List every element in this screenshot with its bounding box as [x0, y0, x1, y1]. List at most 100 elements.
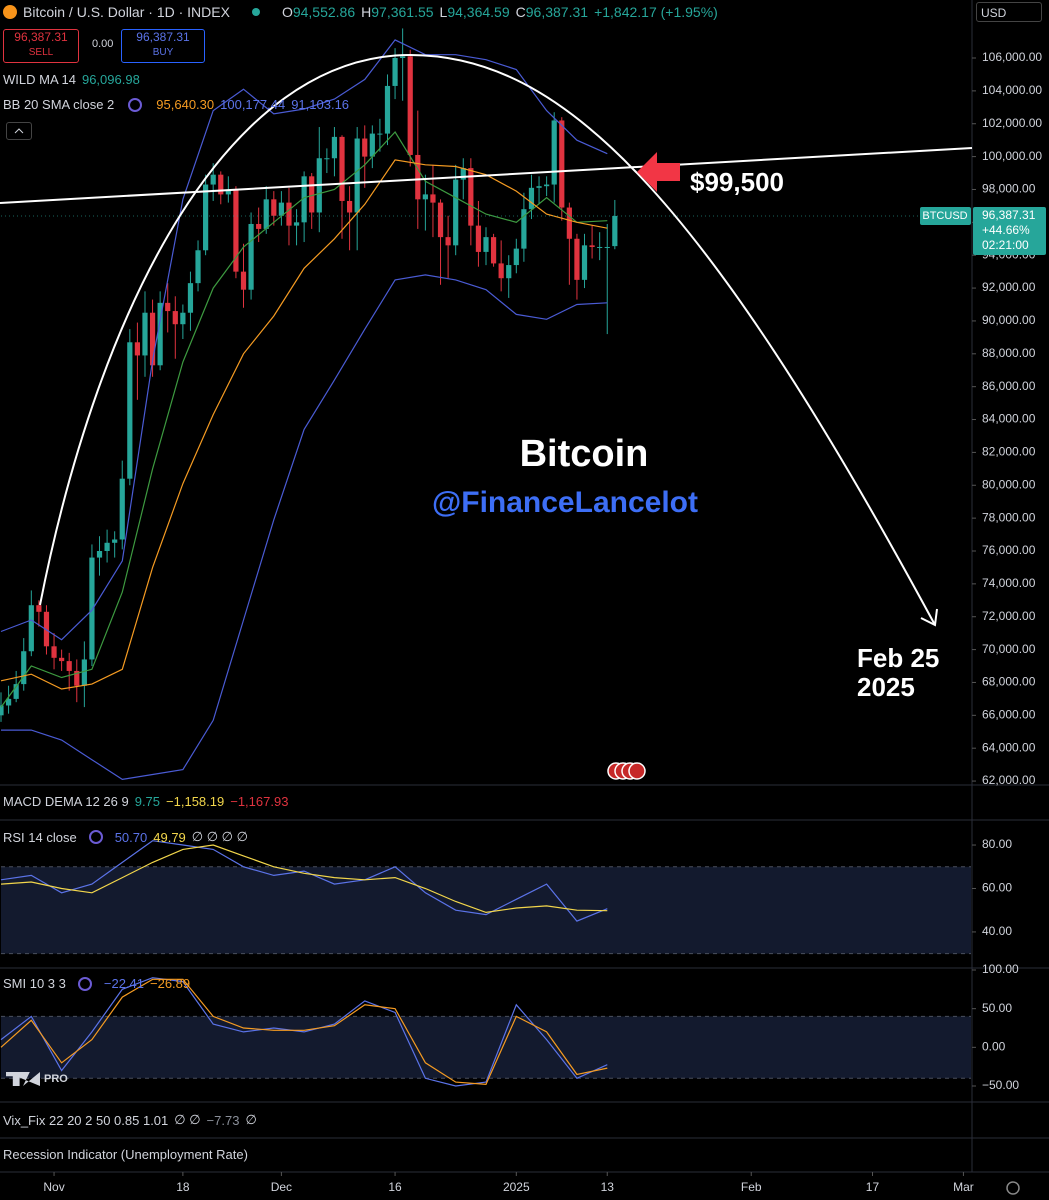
- ohlc-key: L: [439, 4, 448, 20]
- legend-value: −26.89: [150, 976, 191, 991]
- legend-name[interactable]: Vix_Fix 22 20 2 50 0.85 1.01: [3, 1112, 169, 1128]
- candle-body: [233, 189, 239, 272]
- candle-body: [490, 237, 497, 264]
- status-dot: [251, 8, 260, 16]
- x-tick-label: Mar: [953, 1180, 974, 1194]
- overlay-line: [0, 131, 608, 708]
- candle-body: [574, 238, 580, 280]
- candle-body: [354, 138, 360, 213]
- candle-body: [506, 265, 512, 279]
- candle-body: [142, 312, 148, 356]
- candle-body: [263, 199, 269, 229]
- candle-body: [21, 651, 27, 685]
- ohlc-value: 96,387.31: [525, 4, 589, 20]
- trend-line: [0, 147, 973, 204]
- candle-body: [468, 168, 474, 226]
- legend-name[interactable]: RSI 14 close: [3, 829, 77, 845]
- candle-body: [172, 311, 178, 325]
- caret-icon: [14, 128, 24, 134]
- indicator-line: [0, 978, 608, 1086]
- projection-arc: [39, 53, 936, 626]
- sell-price: 96,387.31: [14, 30, 68, 44]
- candle-body: [612, 215, 618, 247]
- candle-body: [604, 246, 610, 248]
- logo: PRO: [6, 1072, 68, 1086]
- candle-body: [96, 550, 103, 558]
- legend-row: BB 20 SMA close 2 95,640.30 100,177.44 9…: [3, 97, 349, 112]
- candle-body: [89, 557, 95, 660]
- candle-body: [392, 58, 398, 86]
- candle-body: [210, 174, 216, 185]
- candle-body: [278, 202, 284, 216]
- legend-value: −1,167.93: [230, 794, 289, 809]
- y-tick-label: 60.00: [982, 881, 1012, 895]
- candle-body: [43, 611, 50, 647]
- candles: [0, 28, 618, 722]
- candle-body: [346, 200, 353, 213]
- settings-icon[interactable]: [77, 976, 92, 991]
- buy-button[interactable]: 96,387.31 BUY: [121, 29, 205, 63]
- axis-background: [973, 969, 1049, 1101]
- candle-body: [483, 237, 489, 252]
- candle-body: [5, 698, 12, 706]
- candle-body: [551, 120, 557, 185]
- y-tick-label: 0.00: [982, 1040, 1006, 1054]
- x-tick-label: 2025: [503, 1180, 530, 1194]
- y-tick-label: 64,000.00: [982, 740, 1036, 754]
- legend-value: 49.79: [153, 829, 186, 845]
- settings-icon[interactable]: [88, 830, 103, 844]
- settings-gear[interactable]: [1006, 1181, 1020, 1195]
- candle-body: [566, 207, 572, 239]
- legend-value: −7.73: [206, 1112, 240, 1128]
- candle-body: [203, 184, 209, 251]
- candle-body: [422, 194, 428, 200]
- ohlc-value: 94,552.86: [292, 4, 356, 20]
- legend-value: −1,158.19: [166, 794, 225, 809]
- buy-price: 96,387.31: [136, 30, 190, 44]
- candle-body: [339, 136, 345, 201]
- last-price-tag: [973, 206, 1046, 255]
- legend-value: 9.75: [134, 794, 161, 809]
- chart-title: Bitcoin: [520, 433, 649, 475]
- x-tick-label: Nov: [43, 1180, 64, 1194]
- candle-body: [513, 248, 519, 266]
- change: +1,842.17 (+1.95%): [594, 4, 718, 20]
- ohlc-key: O: [281, 4, 293, 20]
- candle-body: [74, 670, 80, 686]
- candle-body: [28, 605, 34, 652]
- legend-name[interactable]: Recession Indicator (Unemployment Rate): [3, 1147, 248, 1162]
- candle-body: [324, 158, 330, 160]
- legend-row: RSI 14 close 50.70 49.79 ∅ ∅ ∅ ∅: [3, 829, 248, 845]
- symbol[interactable]: Bitcoin / U.S. Dollar · 1D · INDEX: [23, 4, 230, 20]
- currency-select[interactable]: USD: [976, 2, 1042, 22]
- legend-value: 96,096.98: [81, 72, 140, 87]
- legend-name[interactable]: BB 20 SMA close 2: [3, 97, 115, 112]
- btc-icon: [3, 5, 17, 19]
- candle-body: [362, 138, 368, 157]
- x-tick-label: 17: [866, 1180, 880, 1194]
- legend-name[interactable]: WILD MA 14: [3, 72, 76, 87]
- y-tick-label: 104,000.00: [982, 83, 1042, 97]
- candle-body: [157, 302, 163, 366]
- settings-icon[interactable]: [128, 97, 143, 112]
- candle-body: [430, 194, 436, 203]
- last-price-text: 02:21:00: [982, 238, 1029, 252]
- event-flag: [628, 762, 646, 780]
- x-tick-label: 18: [176, 1180, 190, 1194]
- collapse-button[interactable]: [6, 122, 32, 140]
- candle-body: [559, 120, 565, 208]
- buy-label: BUY: [152, 47, 174, 58]
- legend-name[interactable]: MACD DEMA 12 26 9: [3, 794, 129, 809]
- handle: @FinanceLancelot: [432, 486, 698, 519]
- y-tick-label: 80.00: [982, 837, 1012, 851]
- legend-name[interactable]: SMI 10 3 3: [3, 976, 66, 991]
- sell-button[interactable]: 96,387.31 SELL: [3, 29, 79, 63]
- y-tick-label: 76,000.00: [982, 543, 1036, 557]
- candle-body: [165, 302, 171, 312]
- x-tick-label: 13: [601, 1180, 615, 1194]
- x-tick-label: Dec: [271, 1180, 292, 1194]
- candle-body: [384, 85, 391, 134]
- candle-body: [112, 539, 118, 543]
